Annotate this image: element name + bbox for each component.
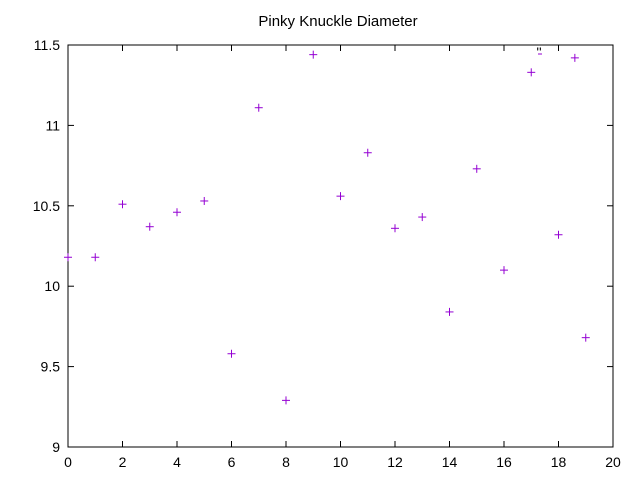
y-tick-label: 10.5 bbox=[33, 198, 60, 214]
y-tick-label: 11 bbox=[45, 117, 60, 133]
data-point bbox=[472, 164, 481, 173]
series-points bbox=[64, 50, 590, 405]
data-point bbox=[91, 253, 100, 262]
x-tick-label: 12 bbox=[387, 454, 403, 470]
data-point bbox=[173, 208, 181, 217]
x-axis: 0 2 4 6 8 10 12 14 16 18 20 bbox=[64, 45, 621, 470]
data-point bbox=[282, 396, 290, 405]
data-point bbox=[500, 266, 508, 275]
y-tick-label: 9 bbox=[52, 439, 60, 455]
x-tick-label: 18 bbox=[551, 454, 567, 470]
x-tick-label: 16 bbox=[496, 454, 512, 470]
legend: '' bbox=[536, 44, 542, 60]
x-tick-label: 8 bbox=[282, 454, 290, 470]
x-tick-label: 10 bbox=[333, 454, 349, 470]
y-axis: 9 9.5 10 10.5 11 11.5 bbox=[33, 37, 613, 455]
x-tick-label: 4 bbox=[173, 454, 181, 470]
x-tick-label: 14 bbox=[442, 454, 458, 470]
x-tick-label: 20 bbox=[605, 454, 621, 470]
x-tick-label: 6 bbox=[228, 454, 236, 470]
data-point bbox=[445, 307, 454, 316]
y-tick-label: 10 bbox=[44, 278, 60, 294]
plot-frame bbox=[67, 44, 614, 448]
chart-title: Pinky Knuckle Diameter bbox=[258, 13, 417, 30]
y-tick-label: 9.5 bbox=[41, 359, 61, 375]
x-tick-label: 0 bbox=[64, 454, 72, 470]
data-point bbox=[227, 349, 236, 358]
data-point bbox=[554, 230, 563, 239]
data-point bbox=[64, 253, 72, 262]
data-point bbox=[254, 103, 263, 112]
data-point bbox=[336, 192, 345, 201]
data-point bbox=[391, 224, 399, 233]
data-point bbox=[145, 222, 154, 231]
data-point bbox=[570, 53, 579, 62]
data-point bbox=[118, 200, 127, 209]
x-tick-label: 2 bbox=[119, 454, 127, 470]
data-point bbox=[200, 196, 209, 205]
data-point bbox=[527, 68, 536, 77]
y-tick-label: 11.5 bbox=[34, 37, 60, 53]
data-point bbox=[309, 50, 318, 59]
data-point bbox=[581, 333, 590, 342]
legend-label: '' bbox=[536, 44, 541, 60]
data-point bbox=[418, 213, 427, 222]
data-point bbox=[363, 148, 372, 157]
